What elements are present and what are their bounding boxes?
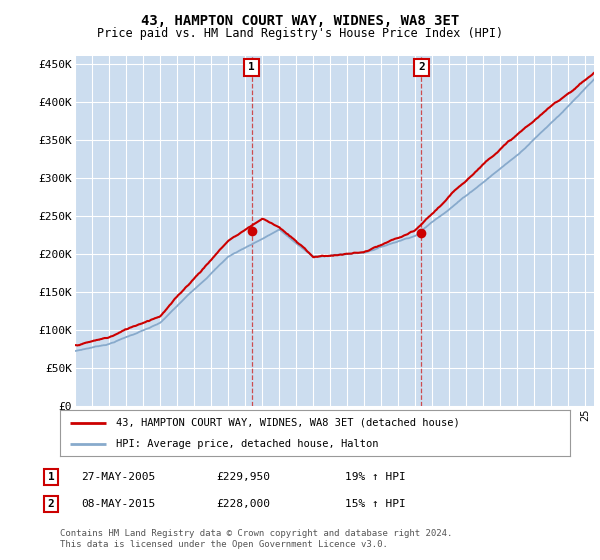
Text: HPI: Average price, detached house, Halton: HPI: Average price, detached house, Halt… bbox=[116, 439, 379, 449]
Text: £229,950: £229,950 bbox=[216, 472, 270, 482]
Text: 27-MAY-2005: 27-MAY-2005 bbox=[81, 472, 155, 482]
Text: 2: 2 bbox=[47, 499, 55, 509]
Text: 08-MAY-2015: 08-MAY-2015 bbox=[81, 499, 155, 509]
Text: Contains HM Land Registry data © Crown copyright and database right 2024.
This d: Contains HM Land Registry data © Crown c… bbox=[60, 529, 452, 549]
Text: 43, HAMPTON COURT WAY, WIDNES, WA8 3ET: 43, HAMPTON COURT WAY, WIDNES, WA8 3ET bbox=[141, 14, 459, 28]
Text: 1: 1 bbox=[248, 62, 255, 72]
Text: 19% ↑ HPI: 19% ↑ HPI bbox=[345, 472, 406, 482]
Text: 2: 2 bbox=[418, 62, 425, 72]
Text: £228,000: £228,000 bbox=[216, 499, 270, 509]
Text: 1: 1 bbox=[47, 472, 55, 482]
Text: 43, HAMPTON COURT WAY, WIDNES, WA8 3ET (detached house): 43, HAMPTON COURT WAY, WIDNES, WA8 3ET (… bbox=[116, 418, 460, 428]
Text: Price paid vs. HM Land Registry's House Price Index (HPI): Price paid vs. HM Land Registry's House … bbox=[97, 27, 503, 40]
Text: 15% ↑ HPI: 15% ↑ HPI bbox=[345, 499, 406, 509]
